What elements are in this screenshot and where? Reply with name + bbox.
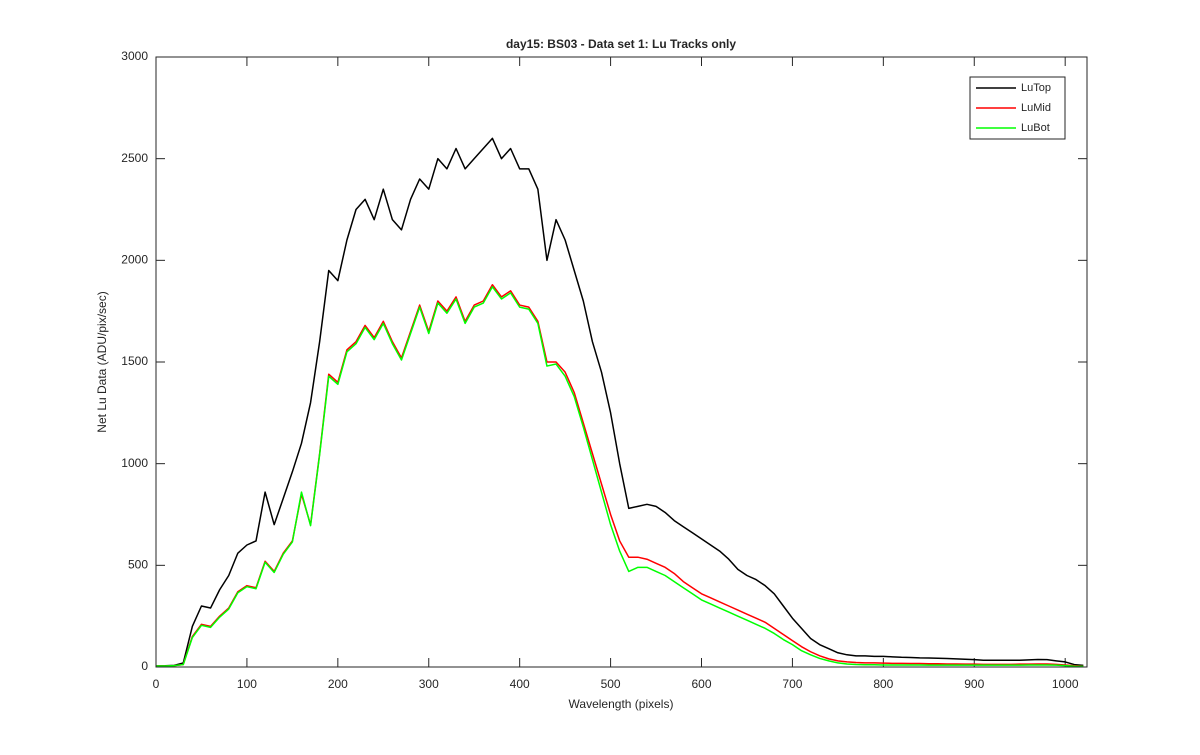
x-tick-label: 600 xyxy=(691,677,711,691)
x-tick-label: 700 xyxy=(782,677,802,691)
legend-label: LuTop xyxy=(1021,82,1051,94)
y-tick-label: 3000 xyxy=(121,49,148,63)
x-tick-label: 300 xyxy=(419,677,439,691)
legend-label: LuBot xyxy=(1021,122,1050,134)
legend-label: LuMid xyxy=(1021,102,1051,114)
y-tick-label: 0 xyxy=(141,659,148,673)
x-tick-label: 500 xyxy=(601,677,621,691)
axes-box xyxy=(155,56,1088,668)
y-tick-label: 2000 xyxy=(121,253,148,267)
y-tick-label: 500 xyxy=(128,558,148,572)
series-line xyxy=(156,286,1084,668)
y-tick-label: 1000 xyxy=(121,456,148,470)
y-tick-label: 1500 xyxy=(121,354,148,368)
x-tick-label: 1000 xyxy=(1052,677,1079,691)
x-axis-label: Wavelength (pixels) xyxy=(569,697,674,711)
chart-title: day15: BS03 - Data set 1: Lu Tracks only xyxy=(506,37,736,51)
x-tick-label: 900 xyxy=(964,677,984,691)
x-tick-label: 100 xyxy=(237,677,257,691)
x-tick-label: 200 xyxy=(328,677,348,691)
x-tick-label: 0 xyxy=(153,677,160,691)
series-line xyxy=(155,137,1084,667)
x-tick-label: 400 xyxy=(510,677,530,691)
x-tick-label: 800 xyxy=(873,677,893,691)
y-axis-label: Net Lu Data (ADU/pix/sec) xyxy=(95,291,109,432)
y-tick-label: 2500 xyxy=(121,151,148,165)
